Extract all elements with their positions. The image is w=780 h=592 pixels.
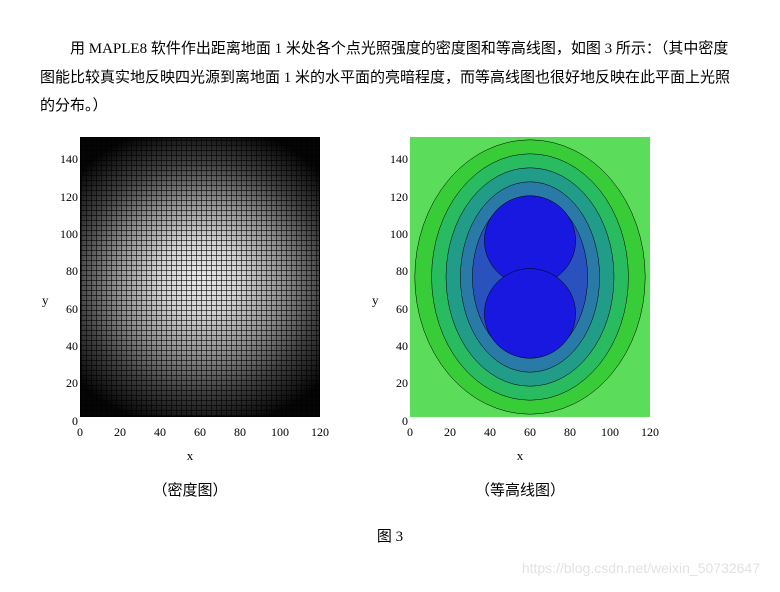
xtick: 80 xyxy=(558,421,582,444)
contour-svg xyxy=(410,137,650,417)
contour-figure: y x 020406080100120140020406080100120 （等… xyxy=(370,131,670,506)
figure-label: 图 3 xyxy=(40,523,740,552)
figure-row: y x 020406080100120140020406080100120 （密… xyxy=(40,131,740,506)
xtick: 40 xyxy=(148,421,172,444)
xtick: 40 xyxy=(478,421,502,444)
ytick: 80 xyxy=(378,260,408,283)
xtick: 0 xyxy=(398,421,422,444)
xtick: 0 xyxy=(68,421,92,444)
density-xlabel: x xyxy=(187,444,194,469)
contour-plotframe: y x 020406080100120140020406080100120 xyxy=(370,131,670,471)
xtick: 100 xyxy=(268,421,292,444)
xtick: 100 xyxy=(598,421,622,444)
ytick: 120 xyxy=(48,186,78,209)
ytick: 80 xyxy=(48,260,78,283)
ytick: 140 xyxy=(48,148,78,171)
xtick: 20 xyxy=(108,421,132,444)
xtick: 60 xyxy=(188,421,212,444)
xtick: 60 xyxy=(518,421,542,444)
paragraph: 用 MAPLE8 软件作出距离地面 1 米处各个点光照强度的密度图和等高线图，如… xyxy=(40,35,740,121)
density-figure: y x 020406080100120140020406080100120 （密… xyxy=(40,131,340,506)
contour-caption: （等高线图） xyxy=(475,477,565,506)
ytick: 120 xyxy=(378,186,408,209)
density-plotframe: y x 020406080100120140020406080100120 xyxy=(40,131,340,471)
ytick: 140 xyxy=(378,148,408,171)
xtick: 80 xyxy=(228,421,252,444)
ytick: 100 xyxy=(48,223,78,246)
density-plot-area xyxy=(80,137,320,417)
xtick: 120 xyxy=(308,421,332,444)
xtick: 120 xyxy=(638,421,662,444)
contour-xlabel: x xyxy=(517,444,524,469)
ytick: 100 xyxy=(378,223,408,246)
watermark: https://blog.csdn.net/weixin_50732647 xyxy=(522,555,760,582)
ytick: 40 xyxy=(48,335,78,358)
ytick: 60 xyxy=(48,298,78,321)
contour-plot-area xyxy=(410,137,650,417)
ytick: 20 xyxy=(378,372,408,395)
ytick: 40 xyxy=(378,335,408,358)
ytick: 60 xyxy=(378,298,408,321)
xtick: 20 xyxy=(438,421,462,444)
ytick: 20 xyxy=(48,372,78,395)
density-caption: （密度图） xyxy=(152,477,227,506)
